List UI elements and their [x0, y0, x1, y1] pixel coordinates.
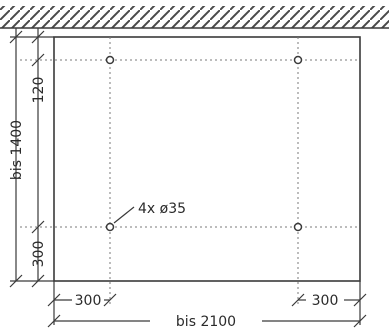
tick-width-left [47, 314, 61, 328]
horizontal-dimensions [47, 281, 367, 328]
dim-text-top-offset: 120 [31, 77, 47, 104]
tick-total-top [9, 30, 23, 44]
hole-top-left [105, 55, 115, 65]
tick-total-bottom [9, 274, 23, 288]
ceiling-hatch [0, 6, 389, 28]
vertical-dimensions [9, 28, 54, 288]
hole-bottom-left [105, 222, 115, 232]
ceiling [0, 6, 389, 29]
dim-text-total-width: bis 2100 [176, 314, 236, 329]
hole-top-right [293, 55, 303, 65]
tick-right-a [291, 293, 305, 307]
tick-top-a [31, 30, 45, 44]
tick-left-a [47, 293, 61, 307]
dim-text-left-offset: 300 [75, 293, 102, 309]
tick-width-right [353, 314, 367, 328]
dim-text-bottom-offset: 300 [31, 241, 47, 268]
panel-outline [53, 36, 361, 282]
tick-bottom-b [31, 274, 45, 288]
tick-bottom-a [31, 220, 45, 234]
hole-note: 4x ø35 [138, 201, 186, 217]
tick-left-b [103, 293, 117, 307]
tick-right-b [353, 293, 367, 307]
hole-guides [20, 37, 360, 305]
dim-text-right-offset: 300 [312, 293, 339, 309]
dim-text-total-height: bis 1400 [9, 120, 25, 180]
holes [105, 55, 303, 232]
hole-note-leader [113, 206, 135, 224]
hole-bottom-right [293, 222, 303, 232]
tick-top-b [31, 53, 45, 67]
